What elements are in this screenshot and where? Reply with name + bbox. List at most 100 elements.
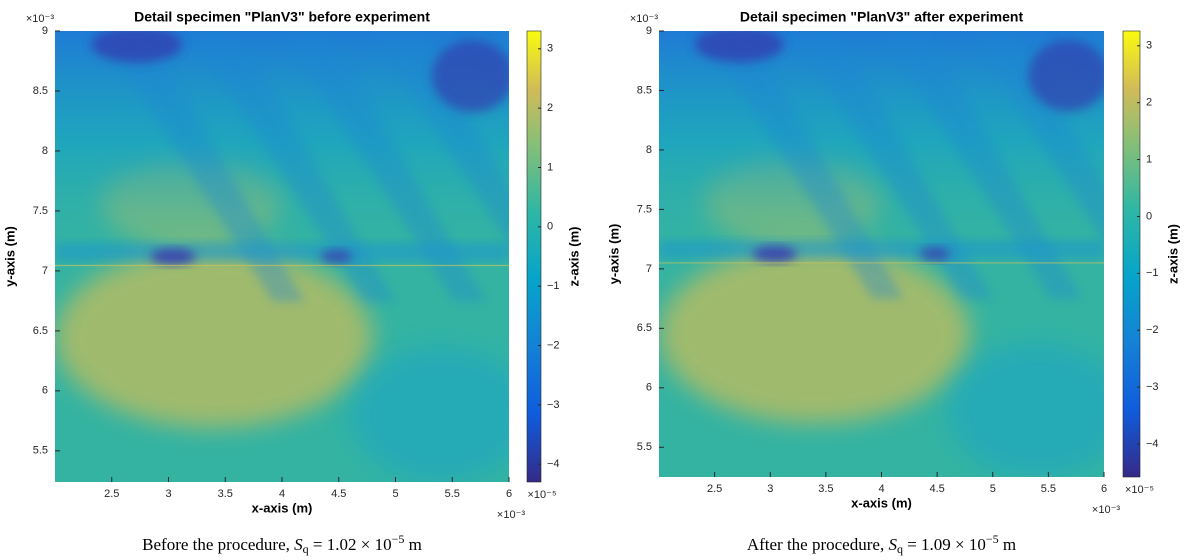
surface-dark xyxy=(752,245,797,263)
surface-dark xyxy=(694,31,784,63)
surface-streak xyxy=(881,31,1082,299)
x-exponent: ×10⁻³ xyxy=(497,509,525,521)
x-tick-label: 3 xyxy=(165,488,171,500)
surface-streak xyxy=(191,31,396,302)
colorbar-tick-label: −1 xyxy=(547,280,560,292)
surface-streak xyxy=(372,31,509,245)
y-tick-label: 8.5 xyxy=(33,85,48,97)
y-tick-label: 9 xyxy=(42,25,48,37)
caption-equals: = 1.09 × 10 xyxy=(903,535,986,554)
caption-text: Before the procedure, xyxy=(142,535,294,554)
colorbar-tick-label: 1 xyxy=(1146,153,1152,165)
y-tick-label: 6 xyxy=(646,382,652,394)
x-tick-label: 3 xyxy=(767,483,773,495)
y-tick-label: 8 xyxy=(42,145,48,157)
colorbar-tick-label: −2 xyxy=(547,339,560,351)
chart-title: Detail specimen "PlanV3" before experime… xyxy=(134,9,430,25)
colorbar-exponent: ×10⁻⁵ xyxy=(1125,484,1154,496)
colorbar-tick-label: −3 xyxy=(547,399,560,411)
surface-streak xyxy=(792,31,993,299)
caption: After the procedure, Sq = 1.09 × 10−5 m xyxy=(747,532,1016,556)
x-tick-label: 2.5 xyxy=(707,483,722,495)
caption-subscript: q xyxy=(303,542,309,556)
colorbar-tick-label: −4 xyxy=(1146,438,1159,450)
colorbar-exponent: ×10⁻⁵ xyxy=(527,489,556,501)
y-tick-label: 5.5 xyxy=(637,441,652,453)
surface-streak xyxy=(282,31,487,302)
x-tick-label: 5 xyxy=(392,488,398,500)
x-tick-label: 4.5 xyxy=(331,488,346,500)
surface-band xyxy=(659,240,1104,259)
caption-exponent: −5 xyxy=(392,532,405,546)
colorbar-tick-label: 0 xyxy=(1146,210,1152,222)
x-exponent: ×10⁻³ xyxy=(1092,504,1120,516)
surface xyxy=(55,31,509,482)
surface-dark xyxy=(431,40,509,113)
surface-dark xyxy=(919,247,951,261)
colorbar-label: z-axis (m) xyxy=(566,227,581,287)
colorbar-tick-label: 2 xyxy=(547,102,553,114)
colorbar-tick-label: 0 xyxy=(547,221,553,233)
caption-symbol: S xyxy=(294,535,303,554)
surface-dark xyxy=(1028,39,1104,112)
y-tick-label: 7.5 xyxy=(637,203,652,215)
caption-unit: m xyxy=(999,535,1016,554)
colorbar-tick-label: −1 xyxy=(1146,267,1159,279)
caption-symbol: S xyxy=(888,535,897,554)
y-tick-label: 7.5 xyxy=(33,205,48,217)
x-tick-label: 5.5 xyxy=(1041,483,1056,495)
colorbar-tick-label: −4 xyxy=(547,458,560,470)
x-tick-label: 3.5 xyxy=(218,488,233,500)
colorbar-tick-label: 1 xyxy=(547,161,553,173)
colorbar-tick-label: 3 xyxy=(1146,40,1152,52)
colorbar-label: z-axis (m) xyxy=(1165,224,1180,284)
y-tick-label: 7 xyxy=(646,263,652,275)
surface-dark xyxy=(91,31,183,63)
y-label: y-axis (m) xyxy=(2,226,17,287)
x-label: x-axis (m) xyxy=(252,500,313,515)
y-tick-label: 8.5 xyxy=(637,84,652,96)
caption-exponent: −5 xyxy=(986,532,999,546)
x-tick-label: 3.5 xyxy=(818,483,833,495)
x-tick-label: 4.5 xyxy=(929,483,944,495)
surface-streak xyxy=(703,31,904,299)
caption-subscript: q xyxy=(897,542,903,556)
y-tick-label: 6.5 xyxy=(637,322,652,334)
y-tick-label: 6 xyxy=(42,385,48,397)
surface-dark xyxy=(150,248,196,265)
colorbar-tick-label: −3 xyxy=(1146,381,1159,393)
x-label: x-axis (m) xyxy=(851,495,912,510)
y-tick-label: 9 xyxy=(646,25,652,37)
y-tick-label: 8 xyxy=(646,144,652,156)
x-tick-label: 4 xyxy=(878,483,884,495)
surface-streak xyxy=(970,31,1104,243)
colorbar xyxy=(1122,30,1141,478)
x-tick-label: 5 xyxy=(990,483,996,495)
y-tick-label: 7 xyxy=(42,265,48,277)
x-tick-label: 6 xyxy=(506,488,512,500)
y-tick-label: 6.5 xyxy=(33,325,48,337)
chart: 2.5 3 3.5 4 4.5 5 5.5 6 5.5 6 6.5 7 7.5 8 8.5 9 −4 −3 −2 −1… xyxy=(2,9,581,556)
y-tick-label: 5.5 xyxy=(33,445,48,457)
colorbar xyxy=(526,30,542,483)
chart-title: Detail specimen "PlanV3" after experimen… xyxy=(740,9,1024,25)
caption: Before the procedure, Sq = 1.02 × 10−5 m xyxy=(142,532,422,556)
x-tick-label: 4 xyxy=(279,488,285,500)
y-exponent: ×10⁻³ xyxy=(630,13,658,25)
colorbar-tick-label: 3 xyxy=(547,43,553,55)
colorbar-tick-label: 2 xyxy=(1146,97,1152,109)
chart: 2.5 3 3.5 4 4.5 5 5.5 6 5.5 6 6.5 7 7.5 8 8.5 9 −4 −3 −2 −1… xyxy=(606,9,1180,556)
surface-streak xyxy=(100,31,305,302)
x-tick-label: 5.5 xyxy=(445,488,460,500)
surface-band xyxy=(55,242,509,262)
caption-equals: = 1.02 × 10 xyxy=(309,535,392,554)
y-label: y-axis (m) xyxy=(606,224,621,285)
colorbar-tick-label: −2 xyxy=(1146,324,1159,336)
x-tick-label: 2.5 xyxy=(104,488,119,500)
surface xyxy=(659,31,1104,477)
y-exponent: ×10⁻³ xyxy=(26,13,54,25)
caption-unit: m xyxy=(404,535,421,554)
surface-dark xyxy=(320,249,353,264)
caption-text: After the procedure, xyxy=(747,535,889,554)
